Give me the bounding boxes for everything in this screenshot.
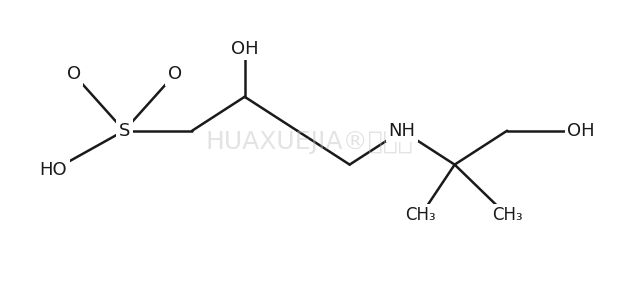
Text: OH: OH	[568, 122, 595, 140]
Text: HUAXUEJIA®化学机: HUAXUEJIA®化学机	[206, 130, 413, 154]
Text: O: O	[66, 65, 80, 83]
Text: O: O	[168, 65, 182, 83]
Text: S: S	[118, 122, 130, 140]
Text: OH: OH	[231, 40, 259, 58]
Text: NH: NH	[389, 122, 415, 140]
Text: CH₃: CH₃	[492, 206, 522, 224]
Text: HO: HO	[40, 161, 67, 179]
Text: CH₃: CH₃	[405, 206, 436, 224]
